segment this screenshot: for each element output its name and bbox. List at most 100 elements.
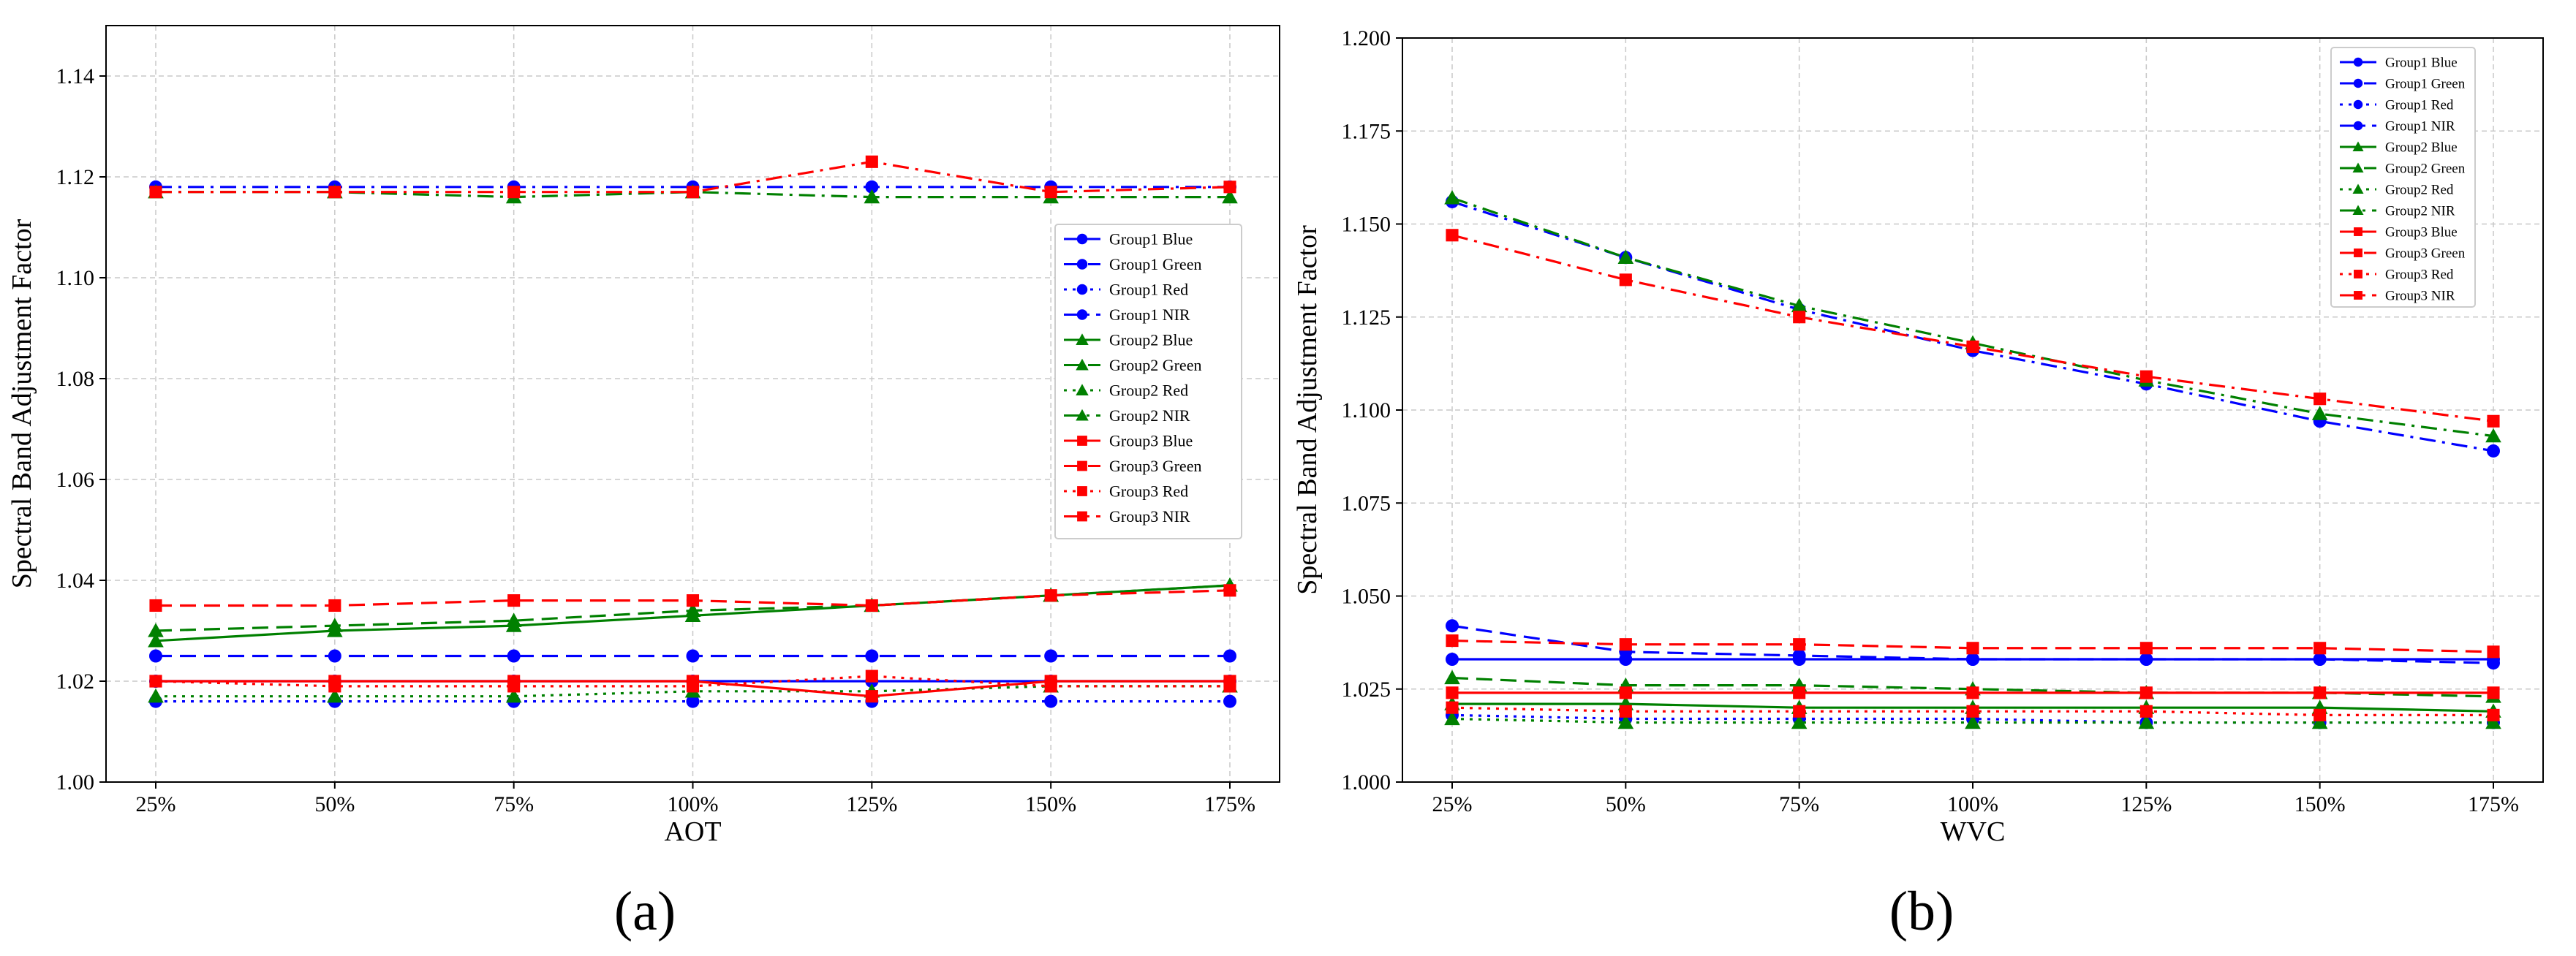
data-point [1444, 669, 1460, 685]
data-point [1966, 705, 1979, 718]
legend-marker [2354, 291, 2362, 300]
legend-marker [1077, 511, 1087, 522]
data-point [507, 680, 521, 693]
data-point [2313, 653, 2327, 667]
data-point [1792, 648, 1806, 662]
legend-marker [2352, 162, 2364, 173]
legend-label: Group1 Blue [1109, 230, 1193, 249]
data-point [1619, 638, 1632, 651]
data-point [2485, 428, 2501, 443]
data-point [505, 612, 522, 627]
legend-label: Group3 Red [2385, 268, 2454, 283]
legend-label: Group3 Green [2385, 246, 2466, 262]
data-point [1793, 705, 1806, 718]
data-point [507, 594, 521, 607]
legend-label: Group2 Green [1109, 356, 1201, 374]
x-tick-label: 75% [1779, 792, 1819, 816]
y-tick-label: 1.050 [1342, 585, 1391, 609]
data-point [328, 599, 341, 612]
legend-box [1054, 224, 1242, 539]
legend-marker [2353, 99, 2363, 110]
data-point [1619, 686, 1632, 699]
legend-label: Group2 Green [2385, 162, 2466, 177]
y-tick-label: 1.175 [1342, 119, 1391, 143]
data-point [1617, 714, 1634, 729]
data-point [2487, 645, 2500, 659]
y-tick-label: 1.075 [1342, 491, 1391, 515]
data-point [686, 680, 700, 693]
data-point [1444, 190, 1460, 205]
y-tick-label: 1.04 [56, 569, 95, 593]
data-point [1619, 705, 1632, 718]
x-tick-label: 175% [1204, 792, 1255, 816]
legend-marker [1076, 409, 1089, 421]
legend-marker [2353, 78, 2363, 88]
data-point [1446, 653, 1459, 667]
legend-label: Group2 NIR [2385, 204, 2455, 219]
data-point [684, 602, 701, 618]
data-point [686, 694, 700, 708]
legend-marker [2354, 227, 2362, 236]
legend-label: Group1 NIR [2385, 119, 2455, 134]
data-point [1966, 340, 1979, 354]
y-tick-label: 1.200 [1342, 26, 1391, 50]
chart-b: 25% 50% 75% 100% 125% 150% 175% 1.000 1.025 1.050… [1292, 26, 2544, 942]
data-point [865, 649, 879, 663]
legend-marker [2354, 270, 2362, 278]
y-tick-label: 1.100 [1342, 398, 1391, 422]
data-point [865, 690, 878, 703]
legend-label: Group2 Red [1109, 382, 1188, 400]
legend-label: Group2 Red [2385, 183, 2454, 198]
data-point [149, 649, 162, 663]
data-point [1446, 229, 1459, 242]
data-point [507, 186, 521, 199]
legend-label: Group3 Red [1109, 482, 1188, 501]
data-point [2139, 370, 2153, 383]
data-point [1793, 638, 1806, 651]
x-tick-label: 50% [314, 792, 355, 816]
y-tick-label: 1.10 [56, 266, 95, 290]
panel-label: (a) [614, 881, 676, 942]
y-tick-label: 1.08 [56, 367, 95, 391]
data-point [1966, 642, 1979, 655]
data-point [1446, 634, 1459, 648]
data-point [148, 688, 164, 703]
data-point [149, 675, 162, 688]
data-point [1793, 686, 1806, 699]
data-point [2487, 444, 2500, 458]
legend-label: Group1 Red [2385, 98, 2454, 113]
data-point [1223, 181, 1236, 194]
data-point [2487, 708, 2500, 721]
legend-label: Group1 Green [2385, 77, 2466, 92]
legend-marker [1076, 309, 1088, 320]
legend-label: Group2 Blue [1109, 331, 1193, 349]
chart-a: 25% 50% 75% 100% 125% 150% 175% 1.00 1.02 1.04 1.0… [7, 25, 1280, 942]
legend-label: Group1 Blue [2385, 56, 2458, 71]
legend-marker [1077, 436, 1087, 446]
x-tick-label: 150% [2294, 792, 2346, 816]
legend-marker [2353, 121, 2363, 131]
data-point [1966, 653, 1979, 667]
data-point [1617, 249, 1634, 264]
data-point [149, 599, 162, 612]
data-point [1044, 649, 1058, 663]
legend-marker [1076, 333, 1089, 345]
legend-label: Group1 NIR [1109, 306, 1190, 324]
data-point [2487, 414, 2500, 428]
y-axis-label: Spectral Band Adjustment Factor [7, 219, 37, 588]
data-point [507, 649, 521, 663]
data-point [149, 186, 162, 199]
legend-label: Group3 NIR [1109, 507, 1190, 526]
y-tick-label: 1.025 [1342, 678, 1391, 702]
x-tick-label: 25% [1432, 792, 1473, 816]
data-point [328, 186, 341, 199]
data-point [1044, 589, 1057, 602]
legend-label: Group3 NIR [2385, 289, 2455, 304]
legend-label: Group3 Blue [2385, 225, 2458, 240]
x-tick-label: 125% [2120, 792, 2172, 816]
data-point [2314, 686, 2327, 699]
data-point [1791, 297, 1808, 313]
data-point [148, 623, 164, 637]
data-point [1791, 714, 1808, 729]
